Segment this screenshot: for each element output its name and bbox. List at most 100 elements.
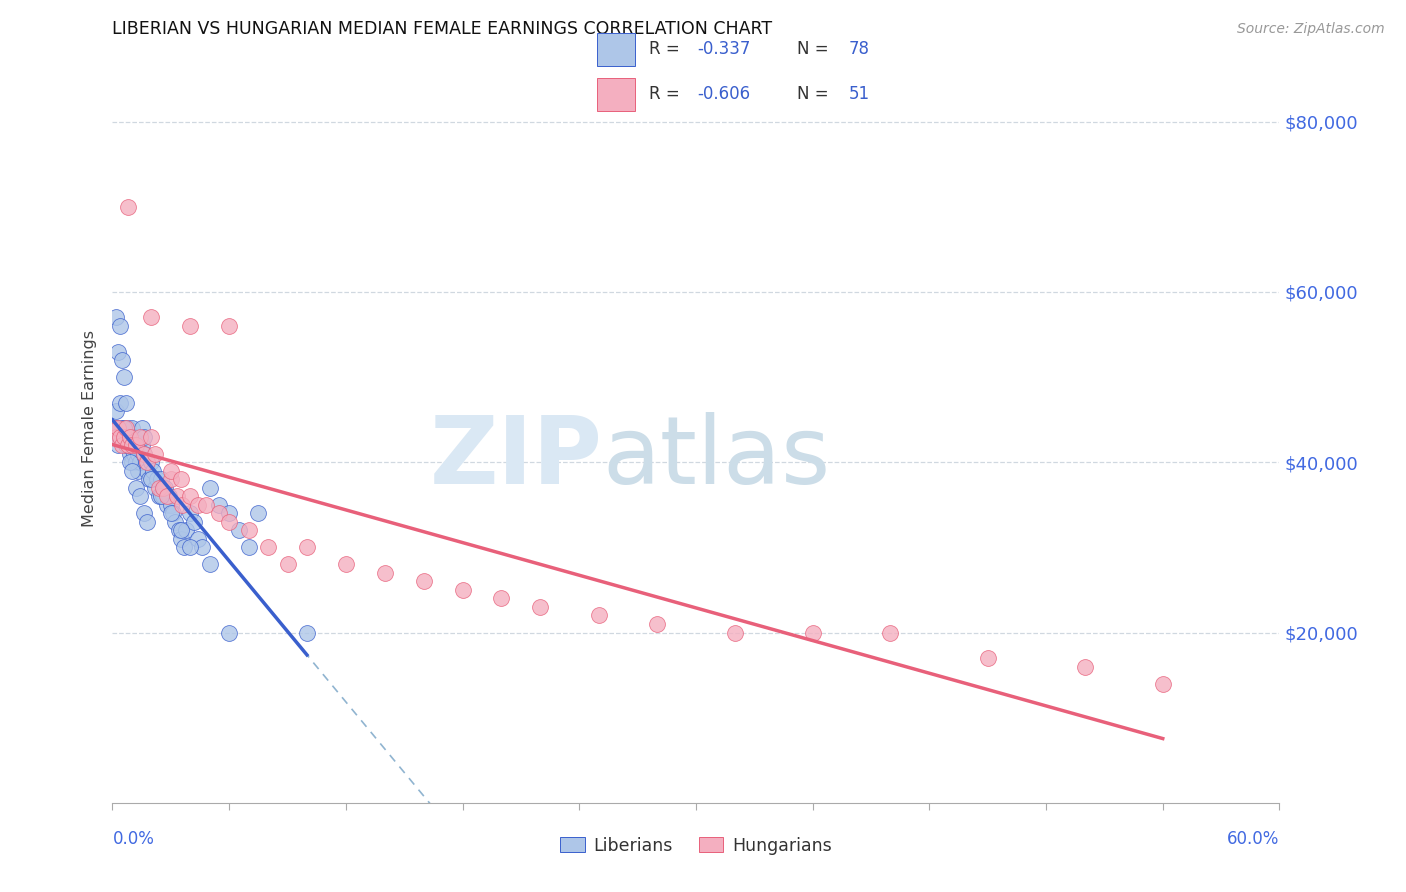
Point bbox=[125, 438, 148, 452]
Point bbox=[122, 430, 145, 444]
Point bbox=[135, 455, 157, 469]
Point bbox=[529, 599, 551, 614]
Point bbox=[112, 421, 135, 435]
Point bbox=[128, 489, 150, 503]
Point bbox=[112, 421, 135, 435]
Point bbox=[169, 472, 191, 486]
Point bbox=[156, 489, 179, 503]
Point bbox=[208, 498, 231, 512]
Text: atlas: atlas bbox=[603, 412, 831, 504]
Point bbox=[208, 506, 231, 520]
Point bbox=[451, 582, 474, 597]
Point bbox=[173, 541, 195, 555]
Text: 0.0%: 0.0% bbox=[112, 830, 155, 848]
Point bbox=[131, 438, 153, 452]
Point bbox=[117, 438, 139, 452]
Point bbox=[141, 455, 163, 469]
Point bbox=[107, 421, 129, 435]
Point bbox=[198, 481, 221, 495]
Point bbox=[218, 625, 240, 640]
Point bbox=[136, 464, 159, 478]
Point bbox=[295, 625, 318, 640]
Point bbox=[198, 558, 221, 572]
Point bbox=[150, 489, 173, 503]
Point bbox=[110, 430, 132, 444]
Point bbox=[143, 447, 166, 461]
Point bbox=[187, 532, 209, 546]
Point bbox=[218, 318, 240, 333]
Text: LIBERIAN VS HUNGARIAN MEDIAN FEMALE EARNINGS CORRELATION CHART: LIBERIAN VS HUNGARIAN MEDIAN FEMALE EARN… bbox=[112, 21, 773, 38]
Point bbox=[179, 489, 201, 503]
Point bbox=[118, 430, 141, 444]
Point bbox=[132, 447, 155, 461]
Point bbox=[167, 524, 190, 538]
Point bbox=[152, 489, 174, 503]
Point bbox=[141, 472, 163, 486]
Point bbox=[160, 472, 183, 486]
Point bbox=[160, 498, 183, 512]
Point bbox=[172, 498, 194, 512]
Point bbox=[110, 318, 132, 333]
Point bbox=[163, 515, 186, 529]
Point bbox=[121, 464, 143, 478]
Point bbox=[179, 541, 201, 555]
Point bbox=[153, 481, 176, 495]
Point bbox=[645, 617, 668, 632]
Point bbox=[117, 421, 139, 435]
Point bbox=[1152, 676, 1174, 690]
Text: N =: N = bbox=[797, 86, 834, 103]
Point bbox=[125, 455, 148, 469]
Point bbox=[191, 541, 214, 555]
FancyBboxPatch shape bbox=[598, 78, 636, 111]
Point bbox=[879, 625, 901, 640]
Point bbox=[276, 558, 298, 572]
Point bbox=[976, 651, 998, 665]
Point bbox=[160, 506, 183, 520]
Point bbox=[169, 524, 191, 538]
Point bbox=[136, 455, 159, 469]
Point bbox=[138, 472, 160, 486]
Point bbox=[247, 506, 270, 520]
Text: N =: N = bbox=[797, 40, 834, 58]
Point bbox=[132, 447, 155, 461]
Point bbox=[128, 430, 150, 444]
Text: R =: R = bbox=[650, 86, 685, 103]
Point bbox=[162, 506, 184, 520]
Point bbox=[125, 438, 148, 452]
Point bbox=[117, 200, 139, 214]
Point bbox=[132, 430, 155, 444]
Point bbox=[107, 344, 129, 359]
Point bbox=[148, 481, 170, 495]
Point bbox=[121, 421, 143, 435]
Point bbox=[107, 438, 129, 452]
Point bbox=[143, 481, 166, 495]
Point bbox=[238, 524, 260, 538]
Point bbox=[160, 464, 183, 478]
Point bbox=[121, 438, 143, 452]
Point bbox=[335, 558, 357, 572]
Point bbox=[257, 541, 280, 555]
Point bbox=[1074, 659, 1097, 673]
Point bbox=[128, 455, 150, 469]
Point bbox=[491, 591, 513, 606]
Point bbox=[115, 430, 138, 444]
Point bbox=[122, 447, 145, 461]
Point bbox=[183, 515, 205, 529]
Point bbox=[121, 455, 143, 469]
Point bbox=[176, 524, 198, 538]
Point bbox=[295, 541, 318, 555]
Point bbox=[150, 472, 173, 486]
Point bbox=[107, 421, 129, 435]
Point bbox=[112, 430, 135, 444]
Point bbox=[112, 370, 135, 384]
Point bbox=[115, 421, 138, 435]
Point bbox=[166, 489, 188, 503]
Point bbox=[118, 447, 141, 461]
Text: -0.337: -0.337 bbox=[697, 40, 751, 58]
Point bbox=[152, 481, 174, 495]
Point bbox=[179, 506, 201, 520]
Point bbox=[127, 447, 149, 461]
Point bbox=[218, 506, 240, 520]
Point bbox=[105, 404, 128, 418]
Point bbox=[131, 421, 153, 435]
